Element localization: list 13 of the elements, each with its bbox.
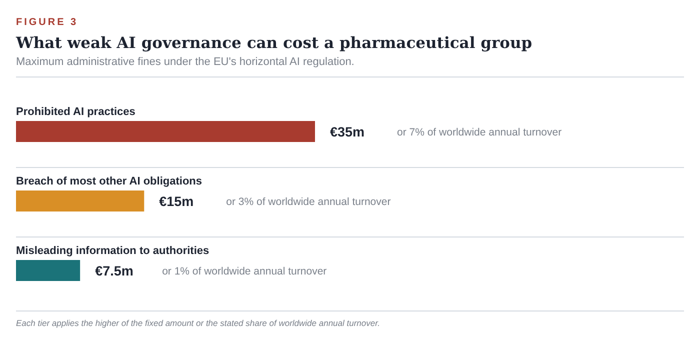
caption: FIGURE 3	[16, 17, 78, 28]
annotation: or 3% of worldwide annual turnover	[226, 196, 392, 208]
chart-title: What weak AI governance can cost a pharmaceutical group	[15, 33, 532, 52]
chart-subtitle: Maximum administrative fines under the EU's horizontal AI regulation.	[16, 56, 354, 68]
data-label: €35m	[330, 124, 365, 140]
y-tick-label: Breach of most other AI obligations	[16, 176, 202, 188]
annotation: or 1% of worldwide annual turnover	[162, 266, 328, 278]
data-label: €7.5m	[95, 264, 134, 278]
text: or 7% of worldwide annual turnover	[397, 126, 562, 138]
y-tick-label: Prohibited AI practices	[16, 106, 136, 118]
data-label: €15m	[159, 194, 194, 209]
y-tick-label: Misleading information to authorities	[16, 245, 210, 257]
text: Each tier applies the higher of the fixed amount or the stated share of worldwide annual turnover.	[16, 318, 380, 328]
